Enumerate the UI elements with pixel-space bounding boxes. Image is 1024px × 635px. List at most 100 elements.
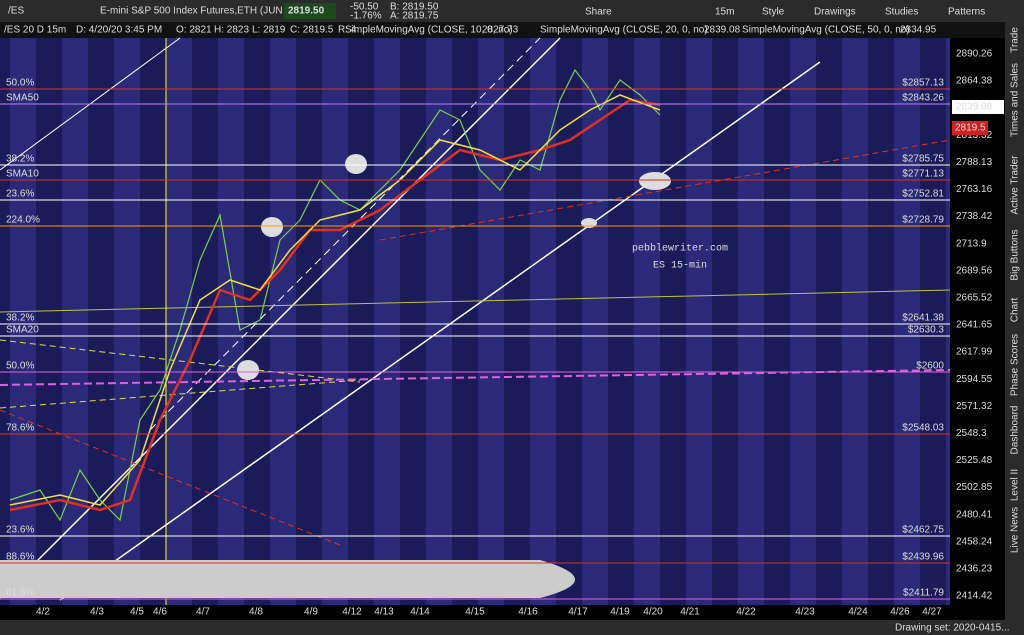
- level-price: $2785.75: [902, 154, 944, 165]
- session-stripe: [790, 38, 816, 605]
- ohlc-field: H: 2823: [214, 25, 249, 36]
- price-label: 2594.55: [956, 374, 993, 385]
- watermark-site: pebblewriter.com: [632, 243, 728, 255]
- session-stripe: [738, 38, 764, 605]
- date-label: 4/14: [410, 607, 430, 618]
- level-price: $2728.79: [902, 215, 944, 226]
- session-stripe: [478, 38, 504, 605]
- toolbar-button[interactable]: 15m: [715, 7, 734, 18]
- description: E-mini S&P 500 Index Futures,ETH (JUN 20…: [100, 6, 300, 17]
- price-label: 2763.16: [956, 184, 993, 195]
- session-stripe: [426, 38, 452, 605]
- level-price: $2600: [916, 361, 944, 372]
- level-label: SMA50: [6, 93, 39, 104]
- side-bar: [1005, 22, 1024, 635]
- sma-line: [9, 98, 661, 512]
- price-label: 2480.41: [956, 509, 993, 520]
- ohlc-field: O: 2821: [176, 25, 212, 36]
- level-label: 88.6%: [6, 552, 34, 563]
- change-pct: -1.76%: [350, 11, 382, 22]
- marker: [237, 360, 259, 380]
- current-price: 2839.08: [956, 102, 993, 113]
- session-stripe: [842, 38, 868, 605]
- sma-line: [9, 94, 661, 506]
- date-label: 4/9: [304, 607, 318, 618]
- side-tab[interactable]: Active Trader: [1010, 155, 1021, 215]
- ohlc-field: D: 4/20/20 3:45 PM: [76, 25, 162, 36]
- date-label: 4/8: [249, 607, 263, 618]
- side-tab[interactable]: Phase Scores: [1010, 334, 1021, 396]
- level-label: 23.6%: [6, 189, 34, 200]
- trend-line: [0, 369, 951, 386]
- bid: B: 2819.50: [390, 2, 439, 13]
- level-label: 78.6%: [6, 423, 34, 434]
- toolbar-button[interactable]: Style: [762, 7, 785, 18]
- session-stripe: [582, 38, 608, 605]
- level-price: $2752.81: [902, 189, 944, 200]
- study-value: 2839.08: [704, 25, 741, 36]
- side-tab[interactable]: Dashboard: [1010, 406, 1021, 455]
- price-line: [9, 68, 661, 522]
- price-label: 2713.9: [956, 238, 987, 249]
- price-label: 2813.32: [956, 130, 993, 141]
- trend-line: [0, 409, 341, 546]
- price-label: 2788.13: [956, 157, 993, 168]
- level-label: 38.2%: [6, 313, 34, 324]
- price-label: 2689.56: [956, 265, 993, 276]
- status-bar: [0, 620, 1005, 635]
- date-label: 4/5: [130, 607, 144, 618]
- marker: [345, 154, 367, 174]
- level-price: $2857.13: [902, 78, 944, 89]
- study-label: SimpleMovingAvg (CLOSE, 20, 0, no): [540, 25, 708, 36]
- ask: A: 2819.75: [390, 11, 439, 22]
- trend-line: [0, 379, 361, 409]
- level-label: SMA20: [6, 325, 39, 336]
- last: 2819.50: [288, 6, 325, 17]
- change: -50.50: [350, 2, 379, 13]
- toolbar-button[interactable]: Drawings: [814, 7, 856, 18]
- price-label: 2571.32: [956, 401, 993, 412]
- session-stripe: [322, 38, 348, 605]
- side-tab[interactable]: Times and Sales: [1010, 63, 1021, 137]
- price-label: 2548.3: [956, 428, 987, 439]
- date-label: 4/16: [518, 607, 538, 618]
- volume-profile: [0, 560, 575, 598]
- session-stripe: [62, 38, 88, 605]
- date-label: 4/17: [568, 607, 588, 618]
- price-label: 2890.26: [956, 49, 993, 60]
- side-tab[interactable]: Trade: [1010, 27, 1021, 53]
- ohlc-field: R: 4: [338, 25, 357, 36]
- study-label: SimpleMovingAvg (CLOSE, 50, 0, no): [742, 25, 910, 36]
- date-label: 4/2: [36, 607, 50, 618]
- session-stripe: [218, 38, 244, 605]
- status: Drawing set: 2020-0415...: [895, 623, 1010, 634]
- side-tab[interactable]: Live News: [1010, 507, 1021, 553]
- channel-line: [149, 37, 541, 431]
- channel-line: [59, 61, 821, 601]
- side-tab[interactable]: Big Buttons: [1010, 229, 1021, 280]
- date-label: 4/22: [736, 607, 756, 618]
- trend-line: [0, 339, 361, 383]
- price-label: 2864.38: [956, 76, 993, 87]
- date-label: 4/20: [643, 607, 663, 618]
- session-stripe: [270, 38, 296, 605]
- date-label: 4/3: [90, 607, 104, 618]
- side-tab[interactable]: Level II: [1010, 469, 1021, 501]
- toolbar-button[interactable]: Share: [585, 7, 612, 18]
- side-tab[interactable]: Chart: [1010, 298, 1021, 323]
- date-label: 4/23: [795, 607, 815, 618]
- price-label: 2525.48: [956, 455, 993, 466]
- chart-symbol: /ES 20 D 15m: [4, 25, 66, 36]
- level-label: 23.6%: [6, 525, 34, 536]
- last-price: 2819.5: [955, 123, 986, 134]
- price-label: 2502.85: [956, 482, 993, 493]
- toolbar-button[interactable]: Studies: [885, 7, 918, 18]
- date-axis: [0, 605, 1005, 620]
- session-stripe: [530, 38, 556, 605]
- session-stripe: [114, 38, 140, 605]
- toolbar-button[interactable]: Patterns: [948, 7, 985, 18]
- last-price-box: [952, 121, 988, 135]
- current-price-box: [952, 100, 1004, 114]
- date-label: 4/27: [922, 607, 942, 618]
